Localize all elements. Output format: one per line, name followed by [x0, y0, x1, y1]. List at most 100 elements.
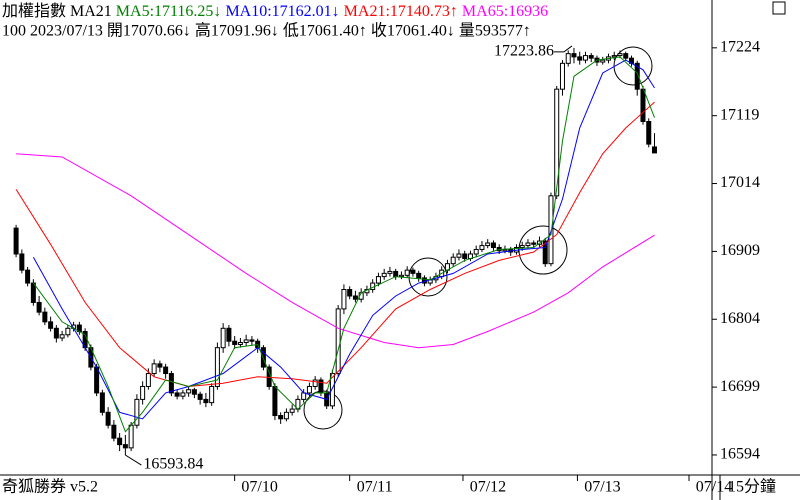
- x-tick-label: 07/14: [696, 479, 732, 496]
- candle-body: [42, 311, 48, 323]
- annotation: 17223.86: [494, 43, 554, 60]
- ma-line: [16, 153, 655, 349]
- annotation: 16593.84: [143, 456, 203, 473]
- candle-body: [168, 373, 174, 394]
- candle-body: [140, 385, 146, 400]
- candle-body: [611, 55, 617, 58]
- candle-body: [278, 415, 284, 420]
- candle-body: [48, 321, 54, 329]
- candle-body: [588, 55, 594, 59]
- candle-body: [65, 327, 71, 336]
- header-item: MA10:17162.01↓: [225, 3, 339, 20]
- candle-body: [450, 256, 456, 265]
- header: 加權指數 MA21 MA5:17116.25↓ MA10:17162.01↓ MA21…: [2, 2, 548, 20]
- candle-body: [272, 385, 278, 417]
- candle-body: [36, 301, 42, 313]
- ma-line: [32, 56, 655, 433]
- candle-body: [59, 334, 65, 339]
- y-tick-label: 16699: [720, 378, 760, 395]
- y-tick-label: 16594: [720, 446, 760, 463]
- candle-body: [99, 392, 105, 413]
- candle-body: [398, 274, 404, 278]
- candle-body: [243, 339, 249, 344]
- candle-body: [381, 272, 387, 278]
- candle-body: [577, 56, 583, 61]
- y-tick-label: 16804: [720, 310, 760, 327]
- header-item: 加權指數 MA21: [2, 2, 112, 20]
- candle-body: [456, 253, 462, 258]
- candle-body: [209, 385, 215, 404]
- candle-body: [525, 242, 531, 247]
- candle-body: [473, 248, 479, 255]
- candle-body: [122, 444, 128, 449]
- y-tick-label: 17224: [720, 38, 760, 55]
- candle-body: [347, 289, 353, 297]
- candle-body: [393, 270, 399, 278]
- candle-body: [163, 366, 169, 375]
- header-item: MA5:17116.25↓: [116, 3, 222, 20]
- candle-body: [301, 392, 307, 400]
- candle-body: [410, 269, 416, 274]
- candle-body: [519, 245, 525, 249]
- candle-body: [197, 393, 203, 400]
- candle-body: [404, 269, 410, 276]
- candle-body: [646, 120, 652, 145]
- y-tick-label: 17119: [720, 106, 759, 123]
- candle-body: [490, 242, 496, 249]
- candle-body: [312, 379, 318, 387]
- candle-body: [640, 88, 646, 122]
- window-button[interactable]: [772, 1, 786, 15]
- candle-body: [151, 363, 157, 375]
- candle-body: [19, 253, 25, 271]
- candle-body: [232, 340, 238, 345]
- candle-body: [249, 339, 255, 342]
- y-tick-label: 17014: [720, 174, 760, 191]
- candle-body: [565, 53, 571, 64]
- candle-body: [387, 270, 393, 274]
- candle-body: [375, 276, 381, 284]
- candle-body: [30, 282, 36, 303]
- candle-body: [105, 411, 111, 426]
- ma-line: [15, 101, 655, 388]
- subheader: 100 2023/07/13 開17070.66↓ 高17091.96↓ 低17…: [2, 22, 531, 40]
- candle-body: [220, 327, 226, 349]
- candle-body: [111, 424, 117, 439]
- candle-body: [335, 308, 341, 375]
- candle-body: [352, 295, 358, 300]
- highlight-circle: [613, 46, 653, 86]
- candle-body: [548, 195, 554, 265]
- candle-body: [634, 62, 640, 90]
- candle-body: [180, 392, 186, 397]
- highlight-circle: [408, 257, 448, 297]
- header-item: MA65:16936: [462, 3, 548, 20]
- candle-body: [554, 88, 560, 197]
- annotation-leader: [553, 45, 573, 53]
- y-tick-label: 16909: [720, 242, 760, 259]
- candle-body: [237, 342, 243, 345]
- candle-body: [214, 347, 220, 387]
- header-item: MA21:17140.73↑: [344, 3, 458, 20]
- candle-body: [289, 408, 295, 413]
- x-tick-label: 07/11: [357, 479, 393, 496]
- candle-body: [226, 327, 232, 342]
- candle-body: [186, 389, 192, 394]
- candle-body: [53, 327, 59, 339]
- candle-body: [283, 411, 289, 420]
- footer-left: 奇狐勝券 v5.2: [2, 478, 98, 496]
- candle-body: [617, 53, 623, 57]
- candle-body: [25, 269, 31, 284]
- candle-body: [341, 289, 347, 310]
- candle-body: [157, 363, 163, 368]
- x-tick-label: 07/10: [241, 479, 277, 496]
- candle-body: [203, 398, 209, 404]
- candle-body: [416, 272, 422, 279]
- footer-right: 15分鐘: [728, 478, 776, 496]
- candle-body: [13, 227, 19, 255]
- candle-body: [651, 146, 657, 154]
- x-tick-label: 07/12: [470, 479, 506, 496]
- candle-body: [485, 242, 491, 247]
- candle-body: [623, 53, 629, 59]
